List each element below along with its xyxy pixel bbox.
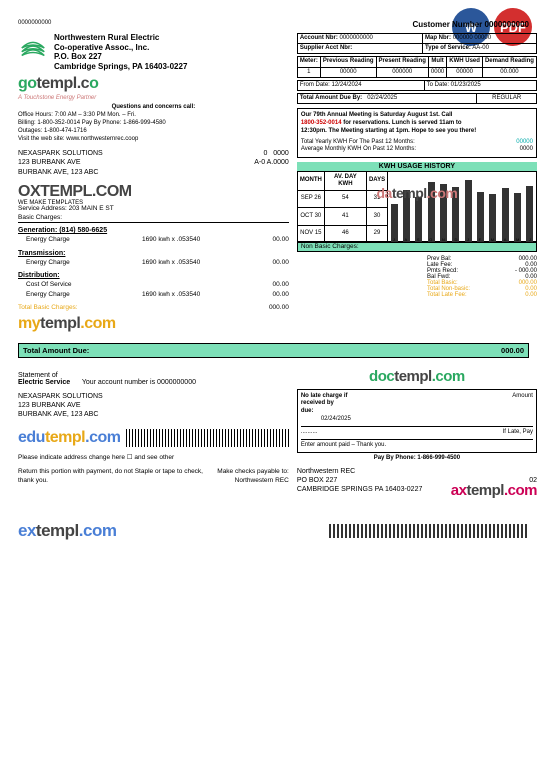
company-po: P.O. Box 227: [54, 52, 187, 62]
service-address: Service Address: 203 MAIN E ST: [18, 205, 289, 212]
tagline: A Touchstone Energy Partner: [18, 95, 289, 101]
remit-box: No late charge ifreceived bydue:Amount 0…: [297, 389, 537, 454]
account-table: Account Nbr: 0000000000Map Nbr: 000000 0…: [297, 33, 537, 54]
company-city: Cambridge Springs, PA 16403-0227: [54, 62, 187, 72]
date-table: From Date: 12/24/2024To Date: 01/23/2025: [297, 80, 537, 91]
transmission-section: Transmission: Energy Charge1690 kwh x .0…: [18, 250, 289, 267]
customer-address: NEXASPARK SOLUTIONS0 0000 123 BURBANK AV…: [18, 149, 289, 176]
company-block: Northwestern Rural Electric Co-operative…: [18, 33, 289, 71]
usage-header: KWH USAGE HISTORY: [297, 162, 537, 171]
barcode: [126, 429, 288, 447]
total-due-table: Total Amount Due By: 02/24/2025REGULAR: [297, 93, 537, 104]
bottom-barcode: [329, 524, 529, 538]
website: Visit the web site: www.northwesternrec.…: [18, 136, 289, 144]
oxtempl-watermark: OXTEMPL.COM: [18, 183, 289, 201]
billing-phone: Billing: 1-800-352-0014 Pay By Phone: 1-…: [18, 120, 289, 128]
remit-customer: NEXASPARK SOLUTIONS 123 BURBANK AVE BURB…: [18, 392, 289, 419]
datempl-watermark: datempl.com: [297, 185, 537, 201]
doctempl-watermark: doctempl.com: [297, 368, 537, 385]
customer-number: Customer Number 0000000000: [412, 20, 529, 29]
contact-title: Questions and concerns call:: [18, 104, 289, 112]
edutempl-watermark: edutempl.com: [18, 429, 120, 447]
address-change-instr: Please indicate address change here ☐ an…: [18, 454, 289, 462]
basic-charges-header: Basic Charges:: [18, 214, 289, 223]
total-latefee: Total Late Fee:0.00: [427, 292, 537, 298]
total-amount-due: Total Amount Due:000.00: [18, 343, 529, 358]
generation-section: Generation: (814) 580-6625 Energy Charge…: [18, 227, 289, 244]
header-zeros: 0000000000: [18, 20, 51, 28]
extempl-watermark: extempl.com: [18, 521, 116, 541]
mytempl-watermark: mytempl.com: [18, 315, 289, 333]
distribution-section: Distribution: Cost Of Service00.00 Energ…: [18, 272, 289, 299]
company-logo-icon: [18, 33, 48, 63]
gotempl-watermark: gotempl.co: [18, 75, 289, 93]
return-instr: Return this portion with payment, do not…: [18, 468, 207, 485]
pay-phone: Pay By Phone: 1-866-999-4500: [297, 455, 537, 463]
office-hours: Office Hours: 7:00 AM – 3:30 PM Mon. – F…: [18, 112, 289, 120]
outages-phone: Outages: 1-800-474-1716: [18, 128, 289, 136]
bill-page: 0000000000 Customer Number 0000000000 No…: [0, 0, 547, 563]
total-basic-line: Total Basic Charges:000.00: [18, 304, 289, 312]
usage-section: MONTHAV. DAY KWHDAYSSEP 265431OCT 304130…: [297, 171, 537, 243]
statement-header: Statement of Electric Service Your accou…: [18, 372, 289, 386]
company-name: Northwestern Rural Electric: [54, 33, 187, 43]
payable-instr: Make checks payable to:Northwestern REC: [217, 468, 289, 485]
meter-table: Meter:Previous ReadingPresent ReadingMul…: [297, 56, 537, 77]
company-name2: Co-operative Assoc., Inc.: [54, 43, 187, 53]
meeting-notice: Our 79th Annual Meeting is Saturday Augu…: [297, 108, 537, 158]
